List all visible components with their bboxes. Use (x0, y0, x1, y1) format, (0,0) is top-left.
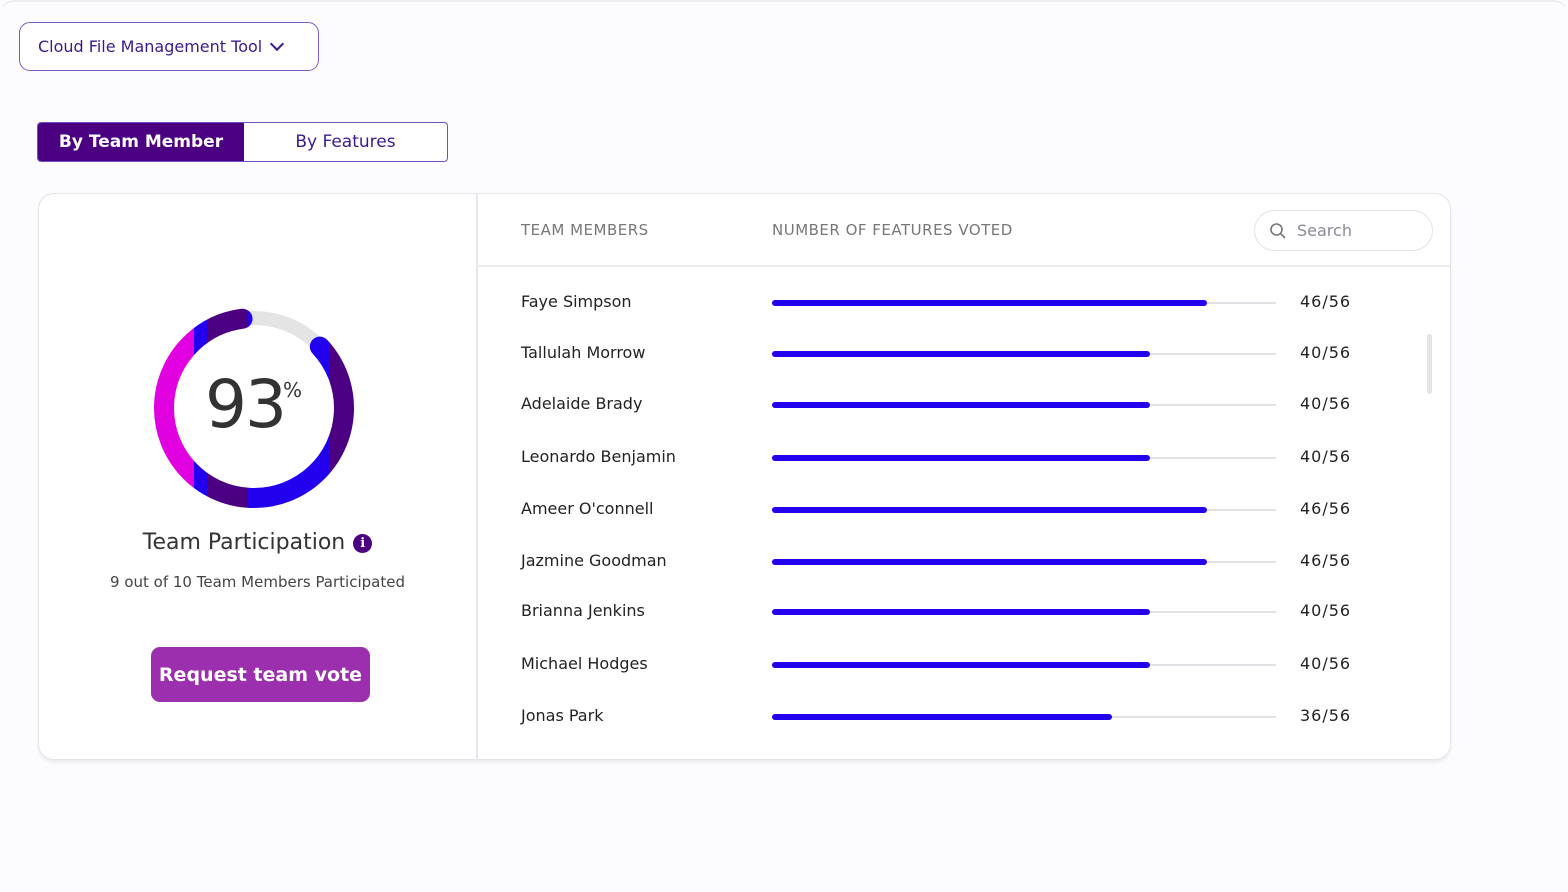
vote-count: 40/56 (1300, 654, 1352, 673)
table-row: Adelaide Brady 40/56 (521, 394, 1371, 418)
ring-segment (207, 298, 247, 518)
vote-count: 46/56 (1300, 292, 1352, 311)
member-name: Leonardo Benjamin (521, 447, 676, 466)
vote-count: 40/56 (1300, 447, 1352, 466)
vote-bar-fill (772, 507, 1207, 513)
member-name: Jazmine Goodman (521, 551, 667, 570)
vote-bar-fill (772, 714, 1113, 720)
vote-bar-fill (772, 300, 1207, 306)
tool-selector-label: Cloud File Management Tool (38, 37, 263, 56)
ring-segment (247, 298, 330, 518)
member-name: Ameer O'connell (521, 499, 654, 518)
search-icon (1270, 222, 1286, 239)
ring-segment (144, 298, 194, 518)
view-toggle: By Team Member By Features (37, 122, 448, 162)
vote-count: 40/56 (1300, 343, 1352, 362)
search-placeholder: Search (1297, 221, 1352, 240)
member-name: Tallulah Morrow (521, 343, 646, 362)
vote-count: 40/56 (1300, 394, 1352, 413)
member-name: Brianna Jenkins (521, 601, 645, 620)
vote-bar-fill (772, 351, 1150, 357)
ring-segment (330, 298, 364, 518)
table-row: Jonas Park 36/56 (521, 706, 1371, 730)
chevron-down-icon (270, 36, 285, 52)
vote-count: 46/56 (1300, 551, 1352, 570)
member-name: Adelaide Brady (521, 394, 643, 413)
vote-bar-fill (772, 402, 1150, 408)
search-input[interactable]: Search (1254, 210, 1433, 251)
request-team-vote-button[interactable]: Request team vote (151, 647, 370, 702)
panel-divider (476, 194, 478, 759)
table-row: Brianna Jenkins 40/56 (521, 601, 1371, 625)
vote-bar-fill (772, 455, 1150, 461)
info-icon[interactable]: i (353, 533, 373, 553)
vote-count: 46/56 (1300, 499, 1352, 518)
table-row: Michael Hodges 40/56 (521, 654, 1371, 678)
member-name: Faye Simpson (521, 292, 632, 311)
table-row: Leonardo Benjamin 40/56 (521, 447, 1371, 471)
vote-bar-fill (772, 559, 1207, 565)
tool-selector-dropdown[interactable]: Cloud File Management Tool (19, 22, 319, 71)
vote-bar-fill (772, 662, 1150, 668)
participation-subtitle: 9 out of 10 Team Members Participated (110, 573, 405, 591)
tab-by-features[interactable]: By Features (295, 132, 396, 152)
table-row: Ameer O'connell 46/56 (521, 499, 1371, 523)
header-features-voted: NUMBER OF FEATURES VOTED (772, 221, 1013, 239)
header-team-members: TEAM MEMBERS (521, 221, 649, 239)
vote-count: 40/56 (1300, 601, 1352, 620)
table-row: Jazmine Goodman 46/56 (521, 551, 1371, 575)
header-divider (477, 265, 1450, 267)
ring-segment (194, 298, 207, 518)
table-row: Faye Simpson 46/56 (521, 292, 1371, 316)
member-name: Michael Hodges (521, 654, 648, 673)
member-name: Jonas Park (521, 706, 604, 725)
vote-bar-fill (772, 609, 1150, 615)
tab-by-team-member[interactable]: By Team Member (38, 123, 244, 161)
team-participation-title: Team Participation i (39, 530, 476, 555)
participation-card: 93% Team Participation i 9 out of 10 Team… (38, 193, 1451, 760)
participation-percent: 93% (205, 366, 302, 443)
table-row: Tallulah Morrow 40/56 (521, 343, 1371, 367)
participation-ring (144, 298, 364, 518)
vote-count: 36/56 (1300, 706, 1352, 725)
scrollbar[interactable] (1427, 334, 1432, 394)
